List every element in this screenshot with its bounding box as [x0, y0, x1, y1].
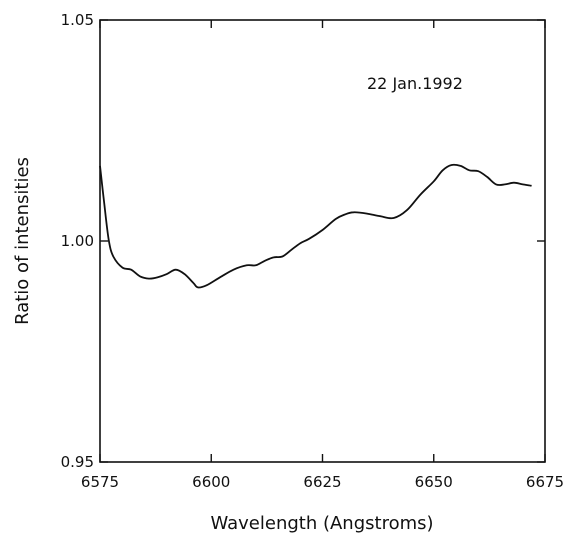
y-tick-label: 1.05: [61, 11, 94, 29]
x-tick-label: 6625: [303, 473, 341, 491]
x-tick-label: 6675: [526, 473, 564, 491]
y-tick-label: 1.00: [61, 232, 94, 250]
x-axis-title: Wavelength (Angstroms): [210, 513, 433, 534]
x-tick-label: 6600: [192, 473, 230, 491]
series-line: [99, 163, 532, 289]
y-tick-label: 0.95: [61, 453, 94, 471]
x-tick-label: 6650: [415, 473, 453, 491]
x-axis-ticks: 6575 6600 6625 6650 6675: [81, 20, 564, 491]
date-annotation: 22 Jan.1992: [367, 74, 463, 93]
x-tick-label: 6575: [81, 473, 119, 491]
y-axis-title: Ratio of intensities: [12, 157, 33, 325]
plot-frame: [99, 19, 546, 463]
